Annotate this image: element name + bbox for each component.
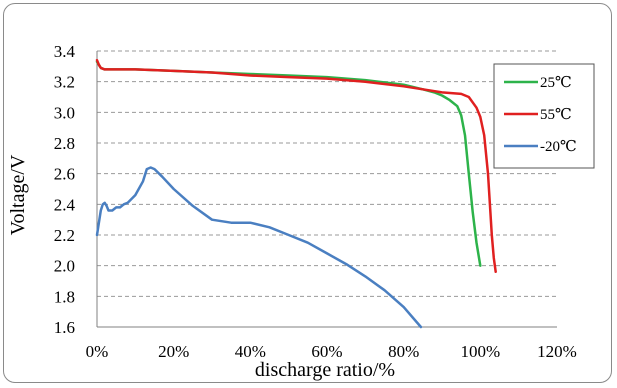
y-tick-label: 2.6 — [54, 165, 75, 184]
legend-label: 55℃ — [540, 107, 572, 123]
x-tick-labels: 0% 20% 40% 60% 80% 100% 120% — [86, 342, 577, 361]
y-tick-label: 2.0 — [54, 257, 75, 276]
y-tick-label: 3.2 — [54, 73, 75, 92]
y-tick-label: 2.2 — [54, 226, 75, 245]
y-tick-labels: 1.6 1.8 2.0 2.2 2.4 2.6 2.8 3.0 3.2 3.4 — [54, 42, 76, 337]
y-tick-label: 1.6 — [54, 318, 75, 337]
y-axis-label: Voltage/V — [7, 154, 29, 235]
x-tick-label: 20% — [158, 342, 189, 361]
x-axis-label: discharge ratio/% — [255, 359, 395, 381]
x-tick-label: 40% — [235, 342, 266, 361]
y-tick-label: 2.4 — [54, 195, 76, 214]
x-tick-label: 80% — [388, 342, 419, 361]
y-tick-label: 1.8 — [54, 287, 75, 306]
x-tick-label: 0% — [86, 342, 109, 361]
x-tick-label: 60% — [311, 342, 342, 361]
x-tick-label: 100% — [460, 342, 500, 361]
y-tick-label: 3.0 — [54, 103, 75, 122]
series-line — [95, 58, 497, 274]
x-tick-label: 120% — [537, 342, 577, 361]
y-tick-label: 3.4 — [54, 42, 76, 61]
y-tick-label: 2.8 — [54, 134, 75, 153]
legend-label: -20℃ — [540, 139, 577, 155]
series-lines — [95, 58, 497, 329]
legend-box — [493, 63, 595, 169]
series-line — [95, 166, 423, 329]
legend: 25℃ 55℃ -20℃ — [493, 63, 595, 169]
axes — [96, 51, 557, 328]
legend-label: 25℃ — [540, 75, 572, 91]
